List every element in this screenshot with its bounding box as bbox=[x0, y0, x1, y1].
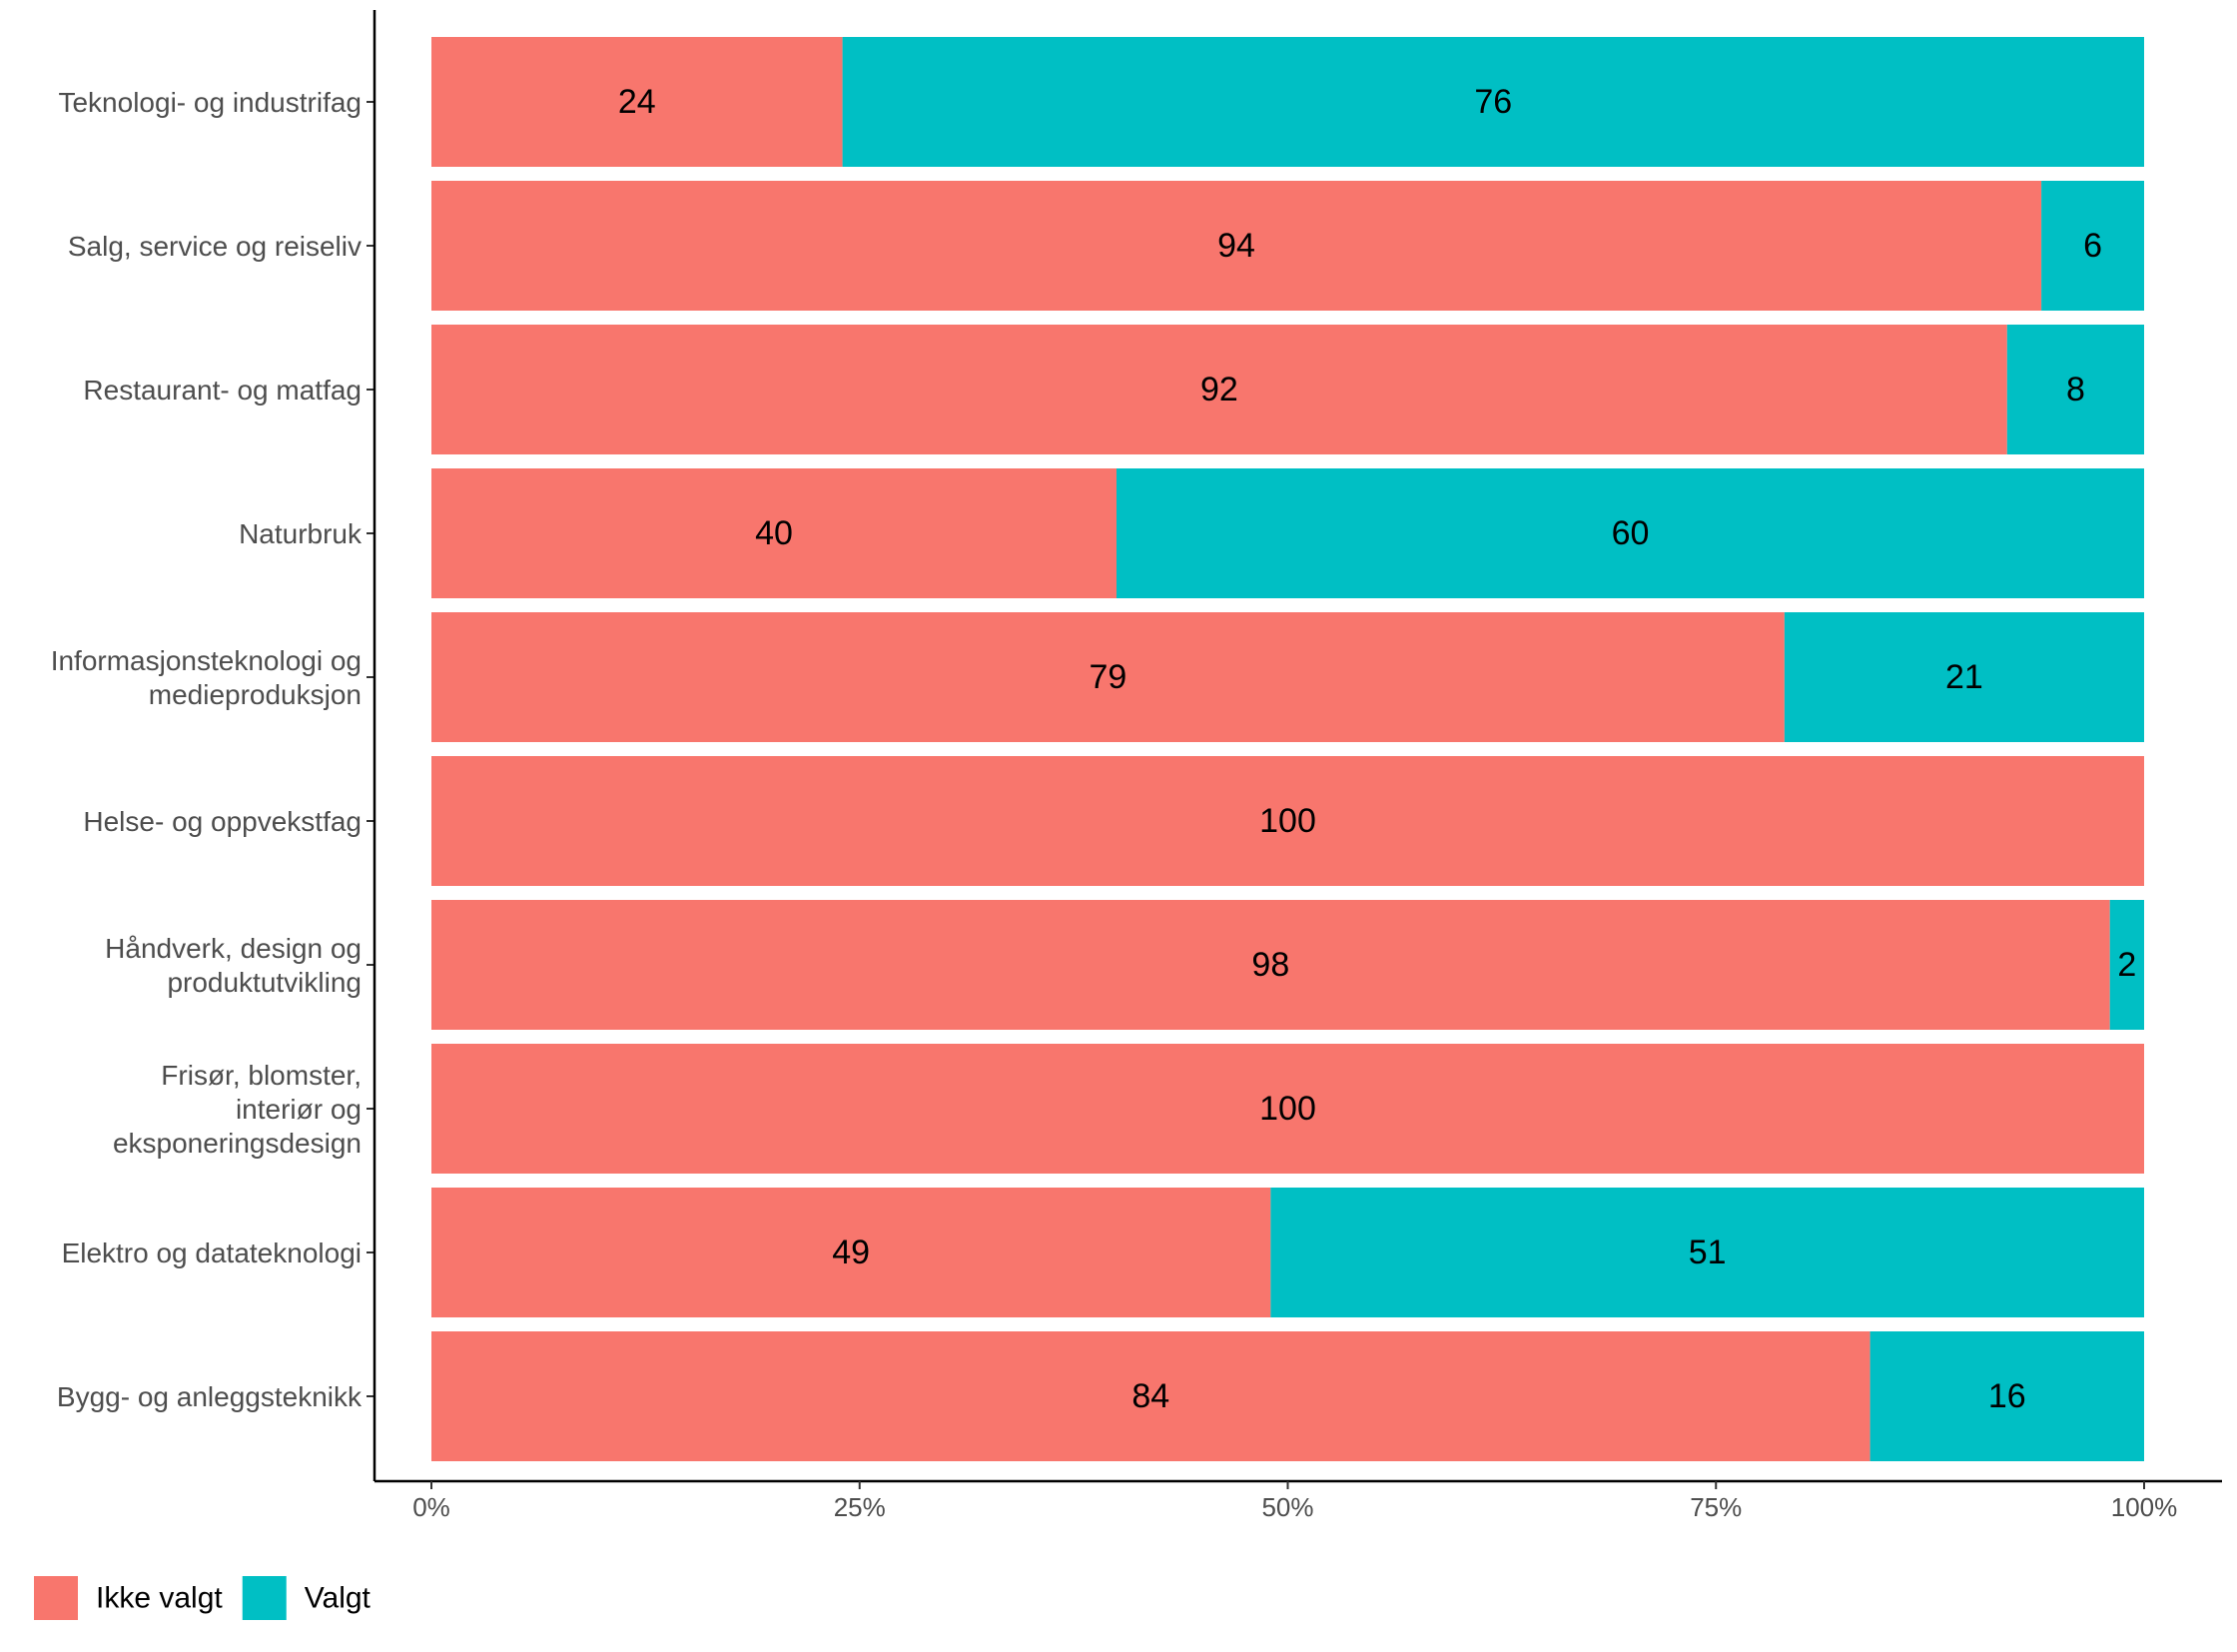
bar-ikke-valgt-2 bbox=[431, 325, 2007, 454]
bar-valgt-2 bbox=[2006, 325, 2144, 454]
data-label: 76 bbox=[1474, 83, 1512, 121]
bar-ikke-valgt-1 bbox=[431, 181, 2042, 311]
data-label: 100 bbox=[1259, 802, 1316, 840]
data-label: 92 bbox=[1200, 371, 1238, 409]
category-label: Teknologi- og industrifag bbox=[58, 87, 362, 118]
bar-ikke-valgt-5 bbox=[431, 756, 2144, 886]
category-label: Restaurant- og matfag bbox=[83, 375, 362, 406]
category-label: Helse- og oppvekstfag bbox=[83, 806, 362, 837]
category-label: Naturbruk bbox=[239, 518, 363, 549]
legend-swatch-ikke-valgt bbox=[34, 1576, 78, 1620]
x-tick-label: 75% bbox=[1690, 1492, 1742, 1522]
data-label: 49 bbox=[832, 1234, 870, 1271]
x-tick-label: 25% bbox=[834, 1492, 886, 1522]
x-axis: 0% 25% 50% 75% 100% bbox=[374, 1479, 2222, 1522]
data-label: 100 bbox=[1259, 1090, 1316, 1128]
legend-swatch-valgt bbox=[242, 1576, 287, 1620]
bar-valgt-8 bbox=[1270, 1188, 2144, 1317]
bar-valgt-0 bbox=[842, 37, 2144, 167]
bar-valgt-1 bbox=[2041, 181, 2144, 311]
x-tick-label: 0% bbox=[412, 1492, 450, 1522]
category-label: Håndverk, design og produktutvikling bbox=[105, 933, 362, 998]
data-label: 21 bbox=[1945, 658, 1983, 696]
data-label: 79 bbox=[1090, 658, 1127, 696]
bar-valgt-6 bbox=[2109, 900, 2144, 1030]
legend: Ikke valgt Valgt bbox=[34, 1576, 372, 1620]
data-label: 16 bbox=[1988, 1377, 2026, 1415]
category-label: Bygg- og anleggsteknikk bbox=[57, 1381, 363, 1412]
bar-ikke-valgt-0 bbox=[431, 37, 843, 167]
x-tick-label: 100% bbox=[2111, 1492, 2178, 1522]
category-label: Frisør, blomster, interiør og eksponerings… bbox=[113, 1060, 362, 1159]
data-label: 8 bbox=[2066, 371, 2085, 409]
data-label: 60 bbox=[1612, 514, 1650, 552]
data-label: 51 bbox=[1689, 1234, 1727, 1271]
category-label: Informasjonsteknologi og medieproduksjon bbox=[51, 645, 362, 710]
bar-valgt-3 bbox=[1117, 468, 2144, 598]
category-label: Elektro og datateknologi bbox=[62, 1238, 362, 1268]
x-tick-label: 50% bbox=[1261, 1492, 1313, 1522]
bar-ikke-valgt-4 bbox=[431, 612, 1785, 742]
legend-label-valgt: Valgt bbox=[305, 1582, 372, 1615]
legend-label-ikke-valgt: Ikke valgt bbox=[96, 1582, 223, 1615]
data-label: 84 bbox=[1131, 1377, 1169, 1415]
y-axis: Teknologi- og industrifag Salg, service o… bbox=[51, 10, 376, 1481]
bar-ikke-valgt-3 bbox=[431, 468, 1117, 598]
bars-layer bbox=[431, 37, 2144, 1461]
data-labels-layer: 24 76 94 6 92 8 40 60 79 21 100 98 2 100 49 51 84 16 bbox=[618, 83, 2136, 1415]
data-label: 40 bbox=[755, 514, 793, 552]
bar-valgt-9 bbox=[1869, 1331, 2144, 1461]
bar-ikke-valgt-8 bbox=[431, 1188, 1271, 1317]
bar-valgt-4 bbox=[1784, 612, 2144, 742]
data-label: 24 bbox=[618, 83, 656, 121]
bar-ikke-valgt-9 bbox=[431, 1331, 1870, 1461]
data-label: 98 bbox=[1251, 946, 1289, 984]
data-label: 2 bbox=[2117, 946, 2136, 984]
data-label: 94 bbox=[1217, 227, 1255, 265]
bar-ikke-valgt-6 bbox=[431, 900, 2110, 1030]
data-label: 6 bbox=[2083, 227, 2102, 265]
bar-ikke-valgt-7 bbox=[431, 1044, 2144, 1174]
category-label: Salg, service og reiseliv bbox=[68, 231, 362, 262]
